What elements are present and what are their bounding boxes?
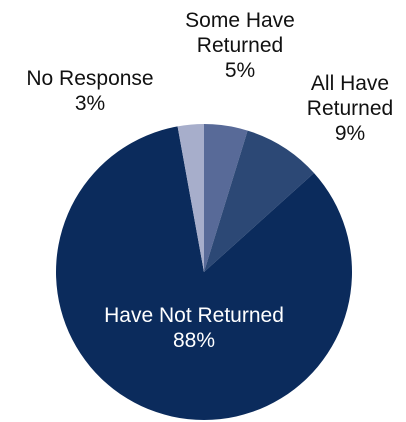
slice-category-label: Some Have [185,9,295,32]
pie-slice [204,130,314,272]
slice-category-label: No Response [26,67,153,90]
pie-slice [56,126,353,421]
slice-category-label: Returned [307,97,393,120]
slice-category-label: All Have [311,72,389,95]
slice-category-label: Have Not Returned [104,304,284,327]
slice-category-label: Returned [197,34,283,57]
slice-value-label: 3% [75,92,105,115]
pie-slices [56,124,353,421]
pie-slice [204,124,248,272]
slice-value-label: 5% [225,59,255,82]
slice-value-label: 88% [173,329,215,352]
pie-slice [177,124,204,272]
slice-value-label: 9% [335,122,365,145]
